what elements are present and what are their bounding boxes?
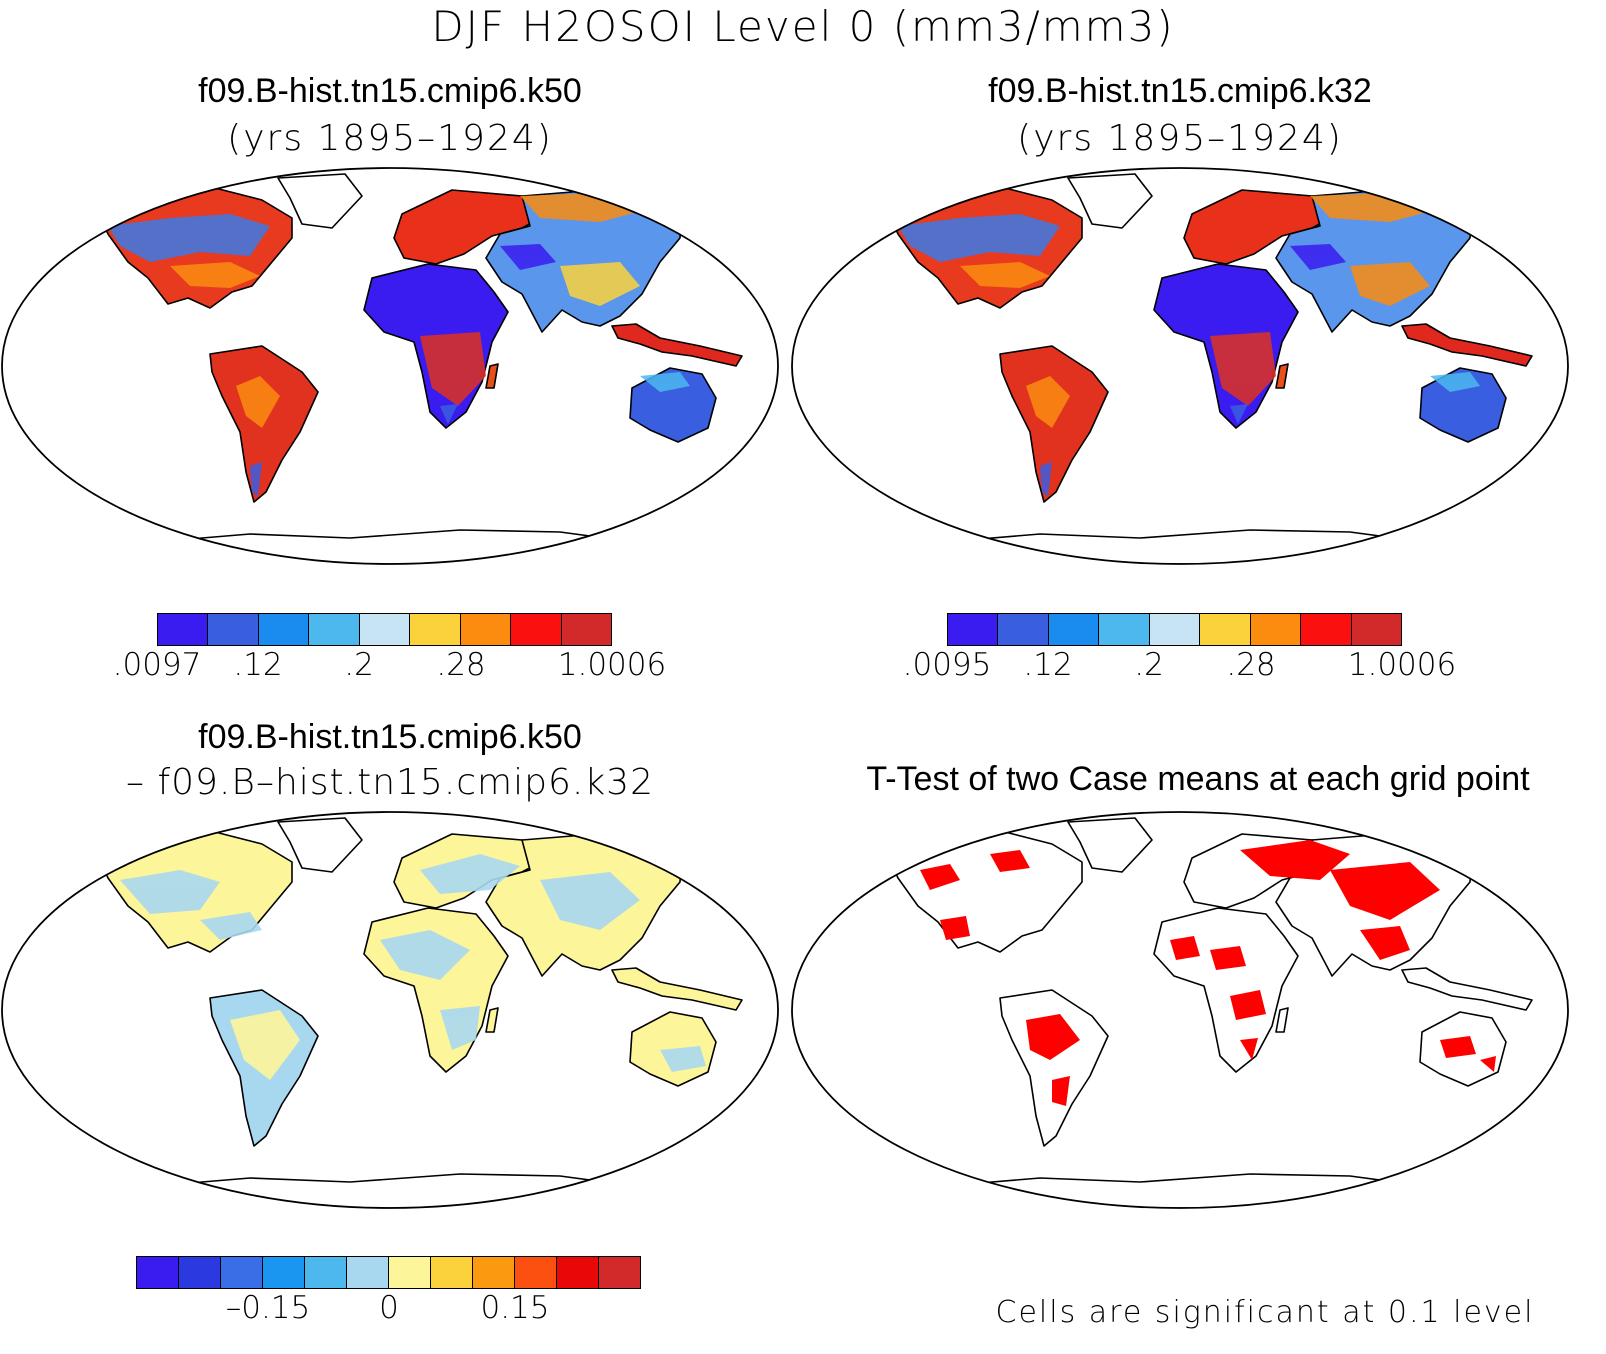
figure-title: DJF H2OSOI Level 0 (mm3/mm3)	[431, 2, 1175, 51]
panel-tl-map	[1, 167, 779, 565]
panel-tl-colorbar-tick: .12	[233, 647, 283, 683]
panel-tr-case-title: f09.B-hist.tn15.cmip6.k32	[988, 72, 1372, 110]
panel-bl-colorbar-swatch	[473, 1257, 515, 1288]
panel-tl-colorbar-tick: .28	[436, 647, 486, 683]
panel-bl-colorbar-swatch	[515, 1257, 557, 1288]
panel-tl-colorbar	[157, 613, 612, 646]
panel-tr-colorbar-swatch	[1301, 614, 1352, 645]
panel-tr-colorbar	[947, 613, 1402, 646]
panel-bl-colorbar-swatch	[347, 1257, 389, 1288]
panel-tr-colorbar-swatch	[998, 614, 1049, 645]
panel-bl-colorbar-swatch	[557, 1257, 599, 1288]
panel-tl-colorbar-swatch	[410, 614, 461, 645]
panel-tr-colorbar-swatch	[948, 614, 999, 645]
panel-tr-colorbar-swatch	[1250, 614, 1302, 645]
panel-tl-years: (yrs 1895–1924)	[227, 118, 553, 159]
panel-tr-colorbar-swatch	[1099, 614, 1150, 645]
panel-bl-subtitle: – f09.B–hist.tn15.cmip6.k32	[126, 762, 654, 803]
panel-bl-colorbar-swatch	[137, 1257, 179, 1288]
panel-bl-colorbar-tick: 0.15	[480, 1290, 550, 1326]
panel-bl-colorbar-swatch	[221, 1257, 263, 1288]
panel-tr-colorbar-swatch	[1149, 614, 1201, 645]
panel-tl-colorbar-swatch	[208, 614, 259, 645]
panel-bl-colorbar-tick: –0.15	[225, 1290, 311, 1326]
panel-tr-colorbar-swatch	[1200, 614, 1251, 645]
panel-tl-colorbar-tick: .2	[344, 647, 374, 683]
panel-tr-colorbar-tick: 1.0006	[1347, 647, 1457, 683]
panel-br-title: T-Test of two Case means at each grid po…	[866, 760, 1530, 798]
panel-tl-colorbar-swatch	[158, 614, 209, 645]
panel-bl-colorbar-swatch	[431, 1257, 473, 1288]
panel-br-map	[791, 811, 1569, 1209]
panel-tr-map	[791, 167, 1569, 565]
panel-tr-colorbar-tick: .28	[1226, 647, 1276, 683]
panel-tl-colorbar-swatch	[309, 614, 360, 645]
panel-tr-years: (yrs 1895–1924)	[1017, 118, 1343, 159]
panel-bl-colorbar-swatch	[389, 1257, 431, 1288]
panel-tl-colorbar-swatch	[511, 614, 562, 645]
panel-tl-colorbar-swatch	[258, 614, 310, 645]
panel-bl-colorbar-tick: 0	[379, 1290, 399, 1326]
panel-tr-colorbar-swatch	[1351, 614, 1401, 645]
panel-tl-colorbar-tick: .0097	[112, 647, 202, 683]
panel-bl-colorbar-swatch	[263, 1257, 305, 1288]
panel-tr-colorbar-tick: .2	[1134, 647, 1164, 683]
panel-bl-colorbar-swatch	[599, 1257, 640, 1288]
panel-tr-colorbar-tick: .12	[1023, 647, 1073, 683]
panel-br-note: Cells are significant at 0.1 level	[995, 1295, 1535, 1330]
panel-bl-colorbar	[136, 1256, 641, 1289]
panel-tr-colorbar-swatch	[1048, 614, 1100, 645]
panel-tl-colorbar-swatch	[359, 614, 411, 645]
panel-tl-colorbar-tick: 1.0006	[557, 647, 667, 683]
panel-bl-case-title: f09.B-hist.tn15.cmip6.k50	[198, 718, 582, 756]
panel-tl-colorbar-swatch	[460, 614, 512, 645]
panel-tl-colorbar-swatch	[561, 614, 611, 645]
panel-tl-case-title: f09.B-hist.tn15.cmip6.k50	[198, 72, 582, 110]
panel-bl-colorbar-swatch	[179, 1257, 221, 1288]
panel-bl-colorbar-swatch	[305, 1257, 347, 1288]
panel-tr-colorbar-tick: .0095	[902, 647, 992, 683]
panel-bl-map	[1, 811, 779, 1209]
